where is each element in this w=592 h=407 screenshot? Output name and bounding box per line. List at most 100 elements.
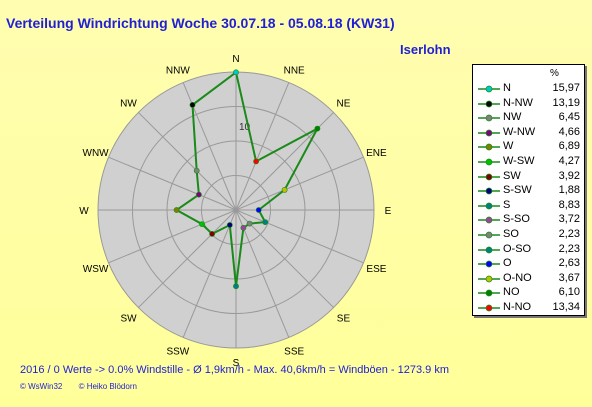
data-point (233, 69, 239, 76)
direction-label: SSW (166, 346, 189, 357)
data-point (246, 220, 253, 227)
legend-marker-icon (478, 290, 500, 297)
legend-item: N-NO 13,34 (473, 301, 584, 316)
legend-item-name: N-NO (503, 301, 532, 313)
data-point (199, 221, 205, 227)
legend-item-value: 13,34 (552, 301, 580, 313)
data-point (226, 222, 233, 228)
legend-item-name: S (503, 198, 511, 211)
legend-marker-icon (478, 187, 500, 195)
legend-item: SO 2,23 (473, 228, 584, 243)
direction-label: SW (120, 313, 137, 324)
data-point (281, 186, 288, 193)
legend-item-value: 6,45 (558, 111, 580, 124)
data-point (193, 167, 200, 174)
legend-item-value: 4,66 (558, 125, 580, 138)
legend-marker-icon (478, 202, 500, 210)
legend-item-name: S-SW (503, 184, 532, 197)
credit-author: © Heiko Blödorn (78, 382, 137, 391)
ring-label: 10 (239, 122, 251, 133)
legend-item: W-SW 4,27 (473, 155, 584, 170)
legend-marker-icon (478, 173, 500, 180)
direction-label: WSW (83, 264, 109, 275)
legend-item-value: 6,10 (558, 286, 580, 299)
data-point (173, 207, 180, 213)
legend-marker-icon (478, 275, 500, 283)
legend-marker-icon (478, 144, 500, 151)
data-point (189, 102, 196, 108)
legend-item: N 15,97 (473, 82, 584, 97)
legend-item-name: NO (503, 286, 520, 299)
rose-spoke (235, 209, 334, 308)
legend-item-value: 6,89 (558, 140, 580, 153)
legend-item-value: 3,92 (558, 169, 580, 182)
data-point (253, 158, 259, 165)
legend-item: N-NW 13,19 (473, 97, 584, 112)
legend-marker-icon (478, 85, 500, 93)
rose-spoke (182, 209, 237, 338)
legend-item: S 8,83 (473, 199, 584, 214)
legend: % N 15,97 N-NW 13,19 NW 6,45 W-NW 4,66 W 6,89 W-SW… (472, 64, 585, 316)
credits: © WsWin32 © Heiko Blödorn (20, 382, 151, 391)
rose-spoke (235, 209, 364, 264)
rose-spoke (235, 82, 290, 211)
legend-item-name: S-SO (503, 213, 530, 226)
rose-spoke (108, 156, 237, 211)
direction-label: E (385, 206, 392, 217)
legend-item-value: 8,83 (558, 198, 580, 211)
direction-label: ESE (366, 264, 386, 275)
legend-marker-icon (478, 100, 500, 107)
station-name: Iserlohn (400, 42, 451, 57)
credit-wswin: © WsWin32 (20, 382, 63, 391)
legend-item: W-NW 4,66 (473, 126, 584, 141)
legend-item-name: NW (503, 111, 522, 124)
rose-spoke (235, 156, 364, 211)
legend-item: O 2,63 (473, 257, 584, 272)
data-point (262, 219, 269, 225)
legend-item-value: 2,23 (558, 242, 580, 255)
legend-item-name: W-NW (503, 125, 536, 138)
direction-label: NNW (166, 66, 190, 77)
data-point (195, 191, 202, 198)
rose-spoke (138, 209, 237, 308)
direction-label: S (233, 358, 240, 369)
rose-spoke (235, 209, 290, 338)
legend-item-name: W-SW (503, 155, 535, 167)
legend-item-name: O (503, 257, 512, 270)
legend-item-name: W (503, 140, 514, 153)
legend-item-value: 4,27 (558, 155, 580, 167)
data-point (209, 230, 215, 237)
rose-spoke (108, 209, 237, 264)
legend-item-value: 3,67 (558, 271, 580, 284)
legend-marker-icon (478, 246, 500, 253)
legend-marker-icon (478, 129, 500, 137)
data-point (314, 125, 321, 132)
direction-label: WNW (83, 148, 110, 159)
direction-label: N (232, 54, 239, 65)
legend-marker-icon (478, 217, 500, 224)
data-point (240, 224, 247, 231)
legend-item: NW 6,45 (473, 111, 584, 126)
legend-item: S-SW 1,88 (473, 184, 584, 199)
legend-item-value: 15,97 (552, 82, 580, 94)
legend-item-name: N (503, 82, 511, 94)
legend-item-value: 3,72 (558, 213, 580, 226)
legend-item-name: N-NW (503, 96, 533, 109)
legend-item-name: O-SO (503, 242, 532, 255)
legend-marker-icon (478, 304, 500, 312)
data-point (233, 283, 239, 290)
legend-unit: % (550, 68, 559, 79)
legend-item-name: O-NO (503, 271, 532, 284)
legend-marker-icon (478, 231, 500, 239)
legend-item: SW 3,92 (473, 170, 584, 185)
legend-item-value: 2,23 (558, 228, 580, 240)
legend-item: O-SO 2,23 (473, 243, 584, 258)
legend-item: S-SO 3,72 (473, 213, 584, 228)
legend-item-name: SO (503, 228, 519, 240)
legend-marker-icon (478, 158, 500, 166)
direction-label: NNE (284, 66, 305, 77)
legend-item-name: SW (503, 169, 521, 182)
direction-label: ENE (366, 148, 387, 159)
direction-label: W (79, 206, 89, 217)
